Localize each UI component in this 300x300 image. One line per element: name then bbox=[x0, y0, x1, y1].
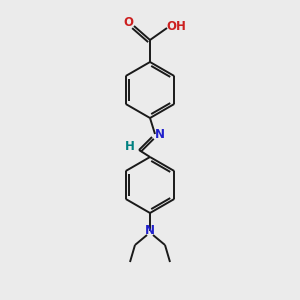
Text: H: H bbox=[125, 140, 135, 154]
Text: N: N bbox=[145, 224, 155, 238]
Text: OH: OH bbox=[166, 20, 186, 32]
Text: O: O bbox=[123, 16, 133, 29]
Text: N: N bbox=[155, 128, 165, 140]
